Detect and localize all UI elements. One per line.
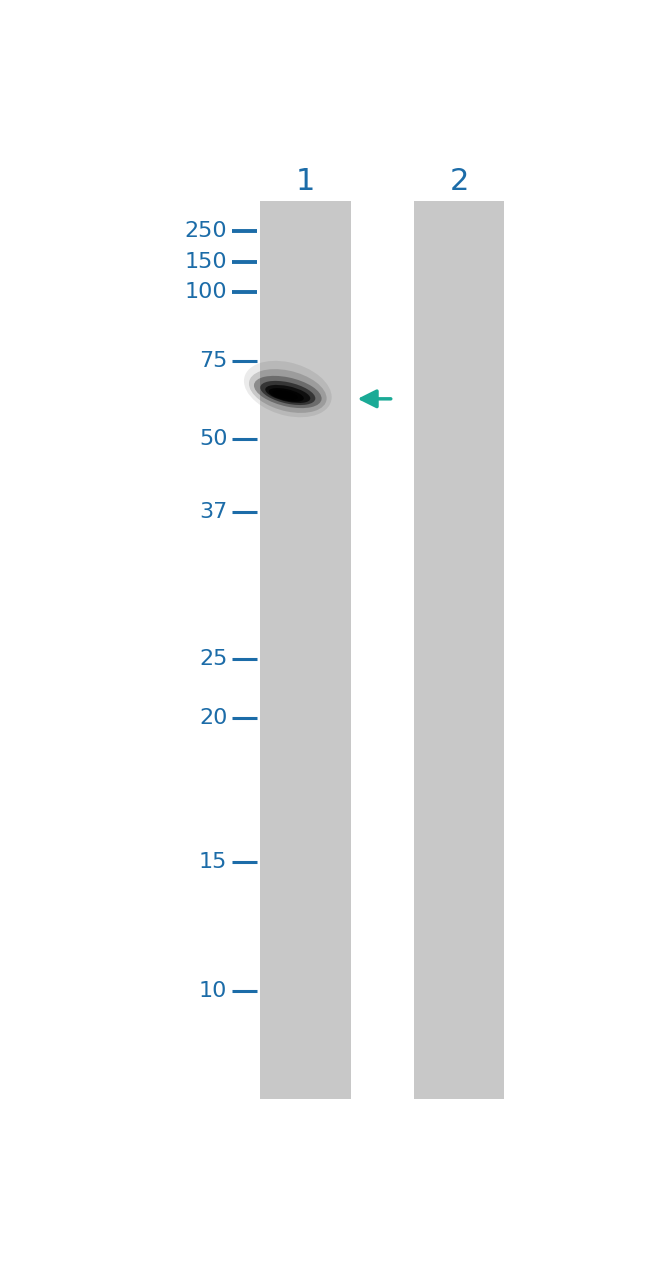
Text: 100: 100 — [185, 282, 228, 302]
Text: 2: 2 — [449, 168, 469, 197]
Ellipse shape — [265, 385, 310, 403]
Bar — [260, 202, 351, 1099]
Text: 1: 1 — [296, 168, 315, 197]
Ellipse shape — [268, 389, 304, 401]
Ellipse shape — [254, 376, 322, 408]
Text: 20: 20 — [199, 707, 228, 728]
Ellipse shape — [273, 390, 298, 400]
Bar — [414, 202, 504, 1099]
Ellipse shape — [244, 361, 332, 418]
Text: 37: 37 — [199, 502, 228, 522]
Text: 250: 250 — [185, 221, 228, 240]
Text: 50: 50 — [199, 429, 228, 448]
Text: 150: 150 — [185, 251, 228, 272]
Text: 10: 10 — [199, 982, 228, 1002]
Ellipse shape — [260, 381, 315, 405]
Text: 15: 15 — [199, 852, 228, 872]
Ellipse shape — [249, 370, 327, 413]
Text: 75: 75 — [199, 351, 228, 371]
Text: 25: 25 — [199, 649, 228, 669]
